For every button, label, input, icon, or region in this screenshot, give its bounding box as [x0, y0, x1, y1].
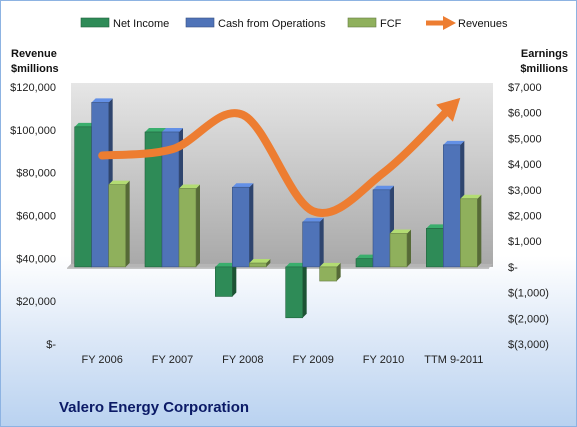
bar-side — [477, 194, 482, 267]
left-tick-label: $- — [46, 339, 56, 351]
bar-side — [407, 229, 411, 267]
right-tick-label: $- — [508, 262, 518, 274]
bar — [460, 198, 478, 268]
category-label: FY 2009 — [292, 354, 333, 366]
right-tick-label: $(1,000) — [508, 288, 549, 300]
bar — [426, 228, 444, 268]
bar — [74, 126, 92, 268]
bar-top — [356, 254, 377, 259]
right-tick-label: $5,000 — [508, 133, 542, 145]
bar-side — [319, 217, 324, 267]
right-tick-label: $2,000 — [508, 211, 542, 223]
bar — [178, 188, 197, 268]
bar-top — [426, 224, 448, 229]
bar-top — [162, 127, 183, 132]
bar — [389, 233, 408, 268]
bar-top — [108, 180, 130, 185]
bar — [232, 186, 250, 268]
left-tick-label: $100,000 — [10, 125, 56, 137]
bar-top — [443, 140, 465, 145]
bar-top — [145, 127, 166, 132]
category-label: FY 2007 — [152, 354, 193, 366]
category-label: FY 2006 — [81, 354, 122, 366]
right-tick-label: $1,000 — [508, 236, 542, 248]
bar-top — [74, 122, 96, 127]
legend-swatch — [347, 17, 377, 28]
left-tick-label: $40,000 — [16, 253, 56, 265]
category-label: FY 2010 — [363, 354, 404, 366]
bar — [355, 258, 374, 268]
bar — [372, 189, 391, 268]
revenues-line — [98, 100, 458, 217]
bar-top — [249, 259, 271, 264]
bar-top — [302, 217, 324, 222]
left-tick-label: $80,000 — [16, 168, 56, 180]
right-tick-label: $(3,000) — [508, 339, 549, 351]
right-tick-label: $7,000 — [508, 82, 542, 94]
bar-side — [232, 262, 237, 297]
bar-side — [302, 262, 307, 318]
category-label: TTM 9-2011 — [424, 354, 483, 366]
right-axis-title: $millions — [520, 63, 568, 75]
bar — [91, 102, 109, 268]
bar-side — [336, 262, 341, 282]
bar-top — [373, 185, 394, 190]
legend-swatch — [80, 17, 110, 28]
bar-top — [232, 183, 254, 188]
bar-top — [319, 262, 341, 267]
legend-swatch — [185, 17, 215, 28]
company-title: Valero Energy Corporation — [59, 399, 250, 416]
right-tick-label: $4,000 — [508, 159, 542, 171]
plot-floor-edge — [67, 267, 489, 269]
bar — [443, 144, 461, 268]
legend-label: Revenues — [458, 18, 508, 30]
left-tick-label: $60,000 — [16, 211, 56, 223]
bar-side — [266, 259, 271, 267]
left-axis-title: $millions — [11, 63, 59, 75]
bar-side — [125, 180, 130, 267]
right-tick-label: $(2,000) — [508, 313, 549, 325]
bar-top — [215, 262, 237, 267]
right-tick-label: $3,000 — [508, 185, 542, 197]
bar — [215, 266, 233, 297]
bar-top — [285, 262, 307, 267]
legend-label: Cash from Operations — [218, 18, 326, 30]
left-axis-title: Revenue — [11, 48, 57, 60]
bar-top — [91, 98, 113, 103]
bar-top — [460, 194, 482, 199]
bar — [285, 266, 303, 319]
left-tick-label: $20,000 — [16, 296, 56, 308]
bar — [108, 184, 126, 268]
category-label: FY 2008 — [222, 354, 263, 366]
bar-side — [249, 183, 254, 267]
legend-label: FCF — [380, 18, 402, 30]
left-tick-label: $120,000 — [10, 82, 56, 94]
right-tick-label: $6,000 — [508, 108, 542, 120]
bar — [302, 221, 320, 268]
legend-arrow — [443, 16, 456, 30]
bar-top — [390, 229, 411, 234]
legend-label: Net Income — [113, 18, 169, 30]
revenues-arrowhead — [436, 97, 461, 122]
bar — [319, 266, 337, 282]
bar-side — [196, 184, 200, 267]
bar-top — [179, 184, 200, 189]
right-axis-title: Earnings — [521, 48, 568, 60]
bar — [249, 262, 267, 268]
